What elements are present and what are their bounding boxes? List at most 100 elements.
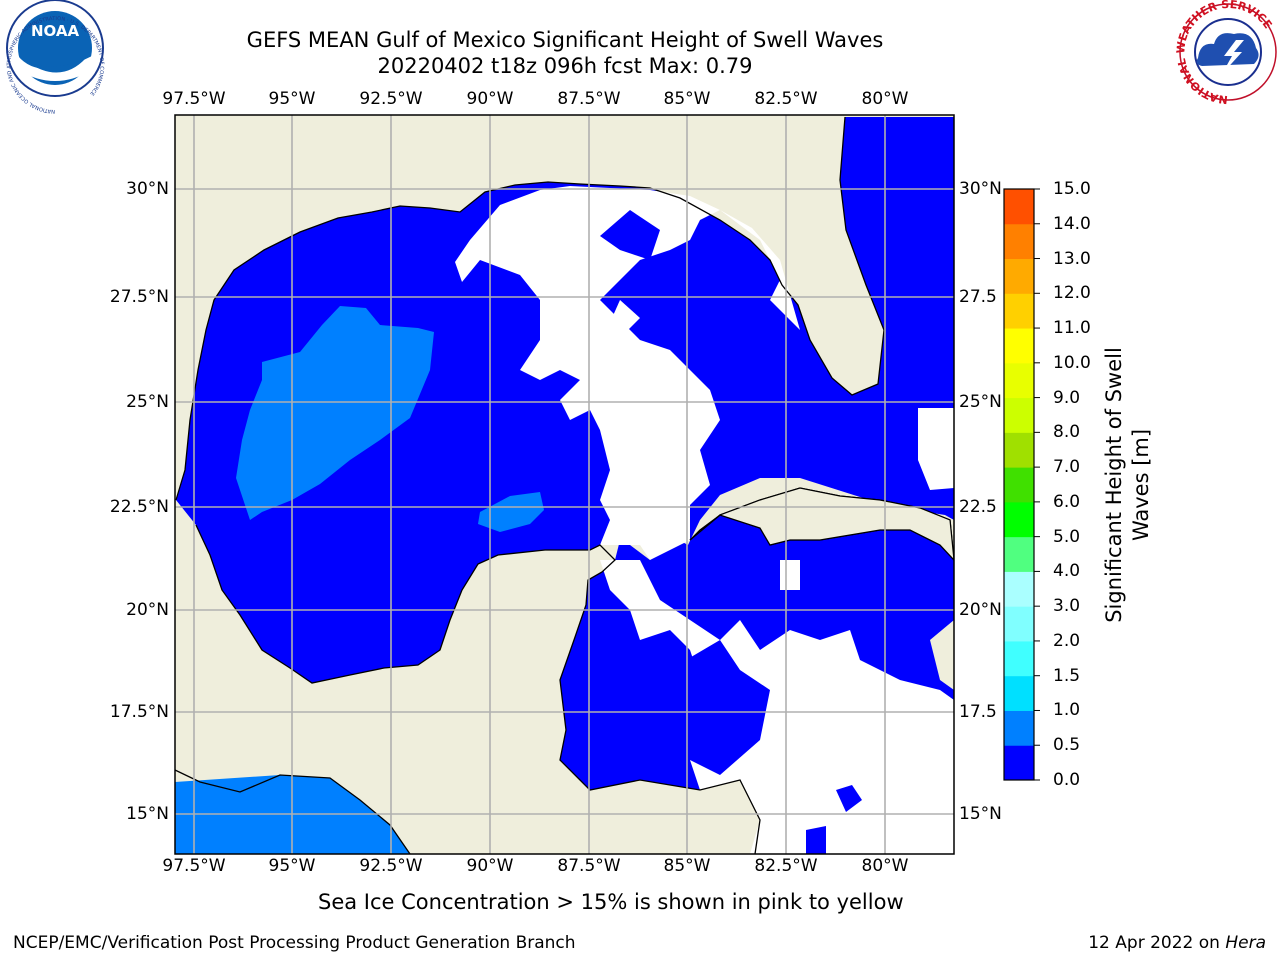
nodata-patch-small-2	[630, 444, 648, 470]
lat-tick-label-right: 30°N	[959, 179, 1002, 199]
lat-tick-label-right: 27.5	[959, 287, 997, 307]
colorbar-swatch	[1004, 571, 1034, 607]
nodata-patch-keys	[918, 408, 954, 490]
swell-0.5m-region-west	[236, 306, 434, 520]
colorbar-tick-label: 6.0	[1053, 491, 1081, 512]
lon-tick-label-bottom: 82.5°W	[754, 856, 818, 876]
lon-tick-label-top: 82.5°W	[754, 89, 818, 109]
colorbar-swatch	[1004, 745, 1034, 781]
colorbar-swatch	[1004, 362, 1034, 399]
colorbar-swatch	[1004, 293, 1034, 329]
colorbar-label-line2: Waves [m]	[1129, 428, 1153, 542]
coastline-yucatan	[195, 524, 761, 854]
colorbar-tick-label: 14.0	[1053, 213, 1091, 234]
lat-tick-label-left: 25°N	[126, 392, 169, 412]
coastline-central-america	[175, 769, 411, 854]
colorbar-frame	[1003, 188, 1035, 781]
colorbar-swatch	[1004, 397, 1034, 433]
credit-date: 12 Apr 2022 on Hera	[1088, 933, 1266, 953]
lon-tick-label-top: 97.5°W	[162, 89, 226, 109]
lat-lon-grid	[175, 115, 954, 854]
lon-tick-label-top: 90°W	[466, 89, 514, 109]
lon-tick-label-top: 87.5°W	[557, 89, 621, 109]
nodata-patch-small-1	[612, 300, 640, 332]
map-frame	[174, 114, 955, 855]
colorbar-swatch	[1004, 258, 1034, 294]
colorbar-swatch	[1004, 536, 1034, 572]
colorbar-tick-label: 1.5	[1053, 665, 1081, 686]
colorbar-tick-label: 8.0	[1053, 422, 1081, 443]
colorbar-tick-label: 13.0	[1053, 248, 1091, 269]
colorbar-tick-label: 4.0	[1053, 561, 1081, 582]
colorbar-swatch	[1004, 328, 1034, 364]
colorbar-tick-label: 11.0	[1053, 318, 1091, 339]
nodata-patch-southeast	[600, 560, 954, 854]
lat-tick-label-left: 30°N	[126, 179, 169, 199]
colorbar-tick-label: 12.0	[1053, 283, 1091, 304]
lat-tick-label-left: 15°N	[126, 804, 169, 824]
colorbar-tick-label: 7.0	[1053, 457, 1081, 478]
lat-tick-label-right: 20°N	[959, 600, 1002, 620]
lat-tick-label-right: 22.5	[959, 497, 997, 517]
noaa-logo-text: NOAA	[31, 22, 80, 40]
chart-title: GEFS MEAN Gulf of Mexico Significant Hei…	[246, 28, 884, 52]
lon-tick-label-top: 80°W	[861, 89, 909, 109]
lon-tick-label-bottom: 97.5°W	[162, 856, 226, 876]
swell-patch-south-1	[580, 738, 660, 780]
colorbar-tick-label: 5.0	[1053, 526, 1081, 547]
lon-tick-label-top: 85°W	[663, 89, 711, 109]
colorbar-swatch	[1004, 606, 1034, 642]
credit-organization: NCEP/EMC/Verification Post Processing Pr…	[13, 933, 576, 953]
credit-date-text: 12 Apr 2022 on	[1088, 933, 1226, 953]
colorbar-swatch	[1004, 501, 1034, 538]
credit-machine: Hera	[1225, 933, 1266, 953]
swell-patch-south-4	[806, 826, 826, 854]
colorbar-label-line1: Significant Height of Swell	[1102, 347, 1126, 623]
nodata-patch-small-3	[780, 560, 800, 590]
lon-tick-label-bottom: 92.5°W	[359, 856, 423, 876]
colorbar-tick-label: 3.0	[1053, 596, 1081, 617]
lon-tick-label-bottom: 85°W	[663, 856, 711, 876]
lon-tick-label-bottom: 95°W	[268, 856, 316, 876]
sea-ice-footnote: Sea Ice Concentration > 15% is shown in …	[318, 890, 904, 914]
colorbar-tick-label: 15.0	[1053, 179, 1091, 199]
lon-tick-label-bottom: 90°W	[466, 856, 514, 876]
colorbar-tick-label: 0.5	[1053, 735, 1081, 756]
noaa-logo: NOAA NATIONAL OCEANIC AND ATMOSPHERIC AD…	[6, 0, 105, 114]
colorbar-swatch	[1004, 432, 1034, 468]
lon-tick-label-top: 92.5°W	[359, 89, 423, 109]
swell-0.5m-region-central	[478, 492, 544, 532]
colorbar-swatch	[1004, 640, 1034, 677]
swell-patch-south-2	[680, 640, 770, 775]
colorbar	[1004, 188, 1040, 781]
lon-tick-label-top: 95°W	[268, 89, 316, 109]
colorbar-swatch	[1004, 189, 1034, 225]
lat-tick-label-left: 27.5°N	[109, 287, 169, 307]
colorbar-tick-label: 10.0	[1053, 352, 1091, 373]
lon-tick-label-bottom: 87.5°W	[557, 856, 621, 876]
lat-tick-label-right: 25°N	[959, 392, 1002, 412]
colorbar-swatch	[1004, 223, 1034, 260]
colorbar-tick-label: 1.0	[1053, 700, 1081, 721]
nodata-patch-eastern-gulf	[455, 186, 800, 560]
colorbar-swatch	[1004, 710, 1034, 746]
colorbar-swatch	[1004, 467, 1034, 503]
colorbar-tick-label: 0.0	[1053, 770, 1081, 790]
swell-patch-east-gulf	[600, 210, 660, 260]
colorbar-label: Significant Height of Swell Waves [m]	[1101, 347, 1155, 623]
colorbar-tick-label: 9.0	[1053, 387, 1081, 408]
colorbar-swatch	[1004, 675, 1034, 711]
chart-subtitle: 20220402 t18z 096h fcst Max: 0.79	[377, 54, 753, 78]
lon-tick-label-bottom: 80°W	[861, 856, 909, 876]
swell-patch-south-3	[836, 785, 862, 812]
lat-tick-label-right: 17.5	[959, 702, 997, 722]
lat-tick-label-left: 17.5°N	[109, 702, 169, 722]
coastline-gulf	[175, 116, 885, 501]
lat-tick-label-left: 20°N	[126, 600, 169, 620]
cuba-land	[689, 487, 954, 561]
lat-tick-label-right: 15°N	[959, 804, 1002, 824]
colorbar-tick-label: 2.0	[1053, 630, 1081, 651]
nws-logo: NATIONAL WEATHER SERVICE	[1174, 0, 1277, 106]
lat-tick-label-left: 22.5°N	[109, 497, 169, 517]
